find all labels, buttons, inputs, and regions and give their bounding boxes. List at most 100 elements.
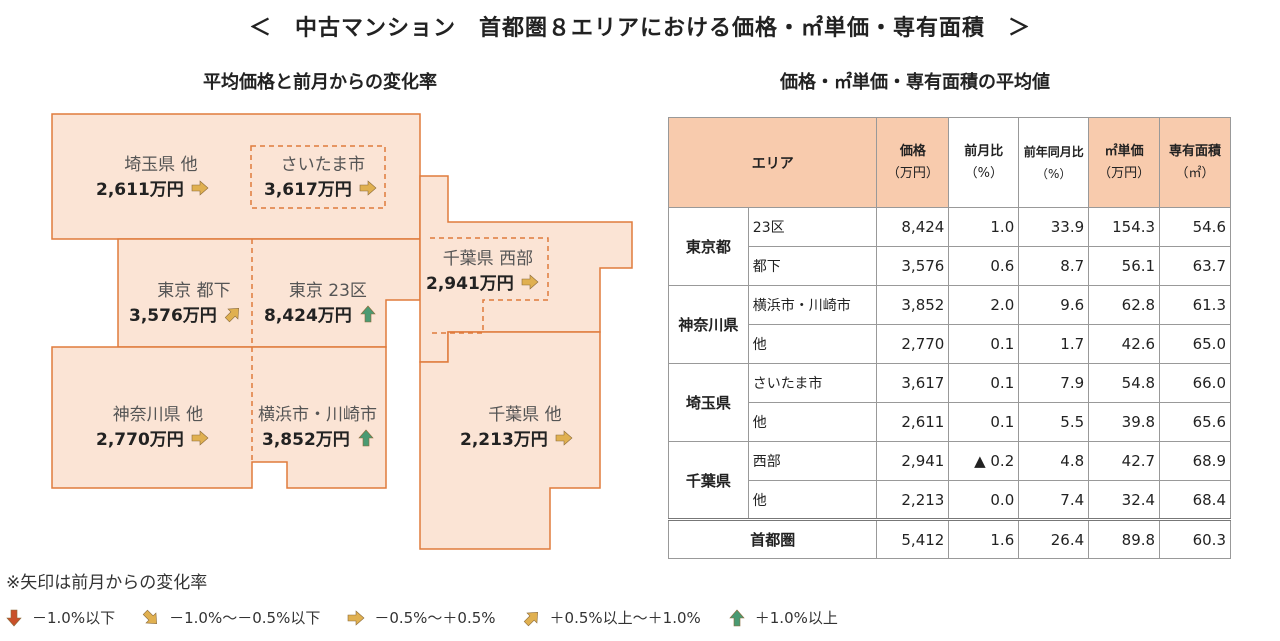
region-price: 2,611万円 bbox=[96, 180, 184, 200]
arrow-up-icon bbox=[356, 429, 376, 447]
table-mom-cell: 2.0 bbox=[948, 285, 1020, 325]
table-row: 神奈川県 横浜市・川崎市 3,852 2.0 9.6 62.8 61.3 bbox=[668, 285, 1231, 364]
region-price: 2,941万円 bbox=[426, 274, 514, 294]
arrow-flat-icon bbox=[190, 429, 210, 447]
header-area-size: 専有面積 （㎡） bbox=[1159, 117, 1231, 208]
table-unit-price-cell: 56.1 bbox=[1088, 246, 1161, 286]
table-sub-cell: 西部 bbox=[747, 441, 878, 481]
arrow-up-slight-icon bbox=[522, 609, 542, 627]
table-row: 都下 3,576 0.6 8.7 56.1 63.7 bbox=[669, 246, 1231, 286]
table-area-size-cell: 61.3 bbox=[1159, 285, 1231, 325]
table-unit-price-cell: 54.8 bbox=[1088, 363, 1161, 403]
header-unit-price: ㎡単価 （万円） bbox=[1088, 117, 1161, 208]
region-price-row: 8,424万円 bbox=[264, 301, 378, 326]
table-price-cell: 2,941 bbox=[876, 441, 950, 481]
table-unit-price-cell: 42.7 bbox=[1088, 441, 1161, 481]
region-saitama-city: さいたま市 3,617万円 bbox=[264, 150, 378, 200]
region-chiba-other bbox=[419, 331, 601, 550]
header-mom: 前月比 （%） bbox=[948, 117, 1020, 208]
table-area-size-cell: 60.3 bbox=[1159, 519, 1231, 559]
region-price-row: 2,611万円 bbox=[96, 175, 210, 200]
arrow-flat-icon bbox=[190, 179, 210, 197]
region-price-row: 2,213万円 bbox=[460, 425, 574, 450]
header-unit-price-unit: （万円） bbox=[1098, 165, 1151, 181]
table-sub-cell: 他 bbox=[747, 480, 878, 520]
table-unit-price-cell: 154.3 bbox=[1088, 207, 1161, 247]
table-price-cell: 3,852 bbox=[876, 285, 950, 325]
price-table: エリア 価格 （万円） 前月比 （%） 前年同月比 （%） ㎡単価 （万円） 専有面積 （… bbox=[667, 117, 1231, 559]
region-label: 千葉県 他 bbox=[488, 405, 562, 425]
table-area-size-cell: 68.4 bbox=[1159, 480, 1231, 520]
table-row: 東京都 23区 8,424 1.0 33.9 154.3 54.6 bbox=[668, 207, 1231, 286]
table-pref-cell: 東京都 bbox=[668, 207, 749, 286]
table-total-row: 首都圏 5,412 1.6 26.4 89.8 60.3 bbox=[667, 519, 1231, 559]
table-sub-cell: さいたま市 bbox=[747, 363, 878, 403]
legend-label: －1.0%～－0.5%以下 bbox=[169, 609, 321, 627]
header-area-size-unit: （㎡） bbox=[1175, 165, 1215, 181]
legend-item: －0.5%～＋0.5% bbox=[346, 607, 496, 628]
header-yoy: 前年同月比 （%） bbox=[1018, 117, 1090, 208]
table-pref-cell: 神奈川県 bbox=[668, 285, 749, 364]
table-area-size-cell: 65.6 bbox=[1159, 402, 1231, 442]
arrow-up-icon bbox=[727, 609, 747, 627]
region-saitama-other: 埼玉県 他 2,611万円 bbox=[96, 150, 210, 200]
table-sub-cell: 都下 bbox=[747, 246, 878, 286]
table-mom-cell: 0.1 bbox=[948, 324, 1020, 364]
legend-label: －1.0%以下 bbox=[32, 609, 116, 627]
region-label: 東京 23区 bbox=[288, 281, 367, 301]
table-yoy-cell: 9.6 bbox=[1018, 285, 1090, 325]
header-yoy-unit: （%） bbox=[1035, 166, 1072, 181]
table-area-size-cell: 66.0 bbox=[1159, 363, 1231, 403]
header-price: 価格 （万円） bbox=[876, 117, 950, 208]
table-price-cell: 5,412 bbox=[876, 519, 950, 559]
header-price-unit: （万円） bbox=[886, 165, 939, 181]
header-unit-price-label: ㎡単価 bbox=[1104, 143, 1144, 159]
region-tokyo-suburb: 東京 都下 3,576万円 bbox=[129, 276, 243, 326]
table-price-cell: 2,213 bbox=[876, 480, 950, 520]
header-area: エリア bbox=[667, 117, 878, 208]
region-label: さいたま市 bbox=[280, 155, 366, 175]
region-chiba-other: 千葉県 他 2,213万円 bbox=[460, 400, 574, 450]
region-label: 横浜市・川崎市 bbox=[258, 405, 377, 425]
table-row: 他 2,770 0.1 1.7 42.6 65.0 bbox=[669, 324, 1231, 364]
table-sub-cell: 他 bbox=[747, 324, 878, 364]
table-total-label: 首都圏 bbox=[667, 519, 878, 559]
table-mom-cell: ▲ 0.2 bbox=[948, 441, 1020, 481]
table-area-size-cell: 68.9 bbox=[1159, 441, 1231, 481]
region-price: 8,424万円 bbox=[264, 306, 352, 326]
table-pref-cell: 千葉県 bbox=[668, 441, 749, 520]
table-price-cell: 8,424 bbox=[876, 207, 950, 247]
table-yoy-cell: 7.4 bbox=[1018, 480, 1090, 520]
table-unit-price-cell: 89.8 bbox=[1088, 519, 1161, 559]
header-price-label: 価格 bbox=[899, 143, 926, 159]
region-price-row: 2,770万円 bbox=[96, 425, 210, 450]
table-yoy-cell: 1.7 bbox=[1018, 324, 1090, 364]
arrow-up-icon bbox=[358, 305, 378, 323]
table-price-cell: 2,611 bbox=[876, 402, 950, 442]
map-subtitle: 平均価格と前月からの変化率 bbox=[203, 72, 437, 93]
table-row: 他 2,611 0.1 5.5 39.8 65.6 bbox=[669, 402, 1231, 442]
table-area-size-cell: 65.0 bbox=[1159, 324, 1231, 364]
table-yoy-cell: 8.7 bbox=[1018, 246, 1090, 286]
region-price: 3,576万円 bbox=[129, 306, 217, 326]
region-price: 3,617万円 bbox=[264, 180, 352, 200]
legend-item: －1.0%以下 bbox=[4, 607, 115, 628]
legend-label: ＋0.5%以上～＋1.0% bbox=[549, 609, 701, 627]
region-label: 神奈川県 他 bbox=[112, 405, 204, 425]
table-pref-cell: 埼玉県 bbox=[668, 363, 749, 442]
header-mom-label: 前月比 bbox=[964, 143, 1004, 159]
legend-item: ＋1.0%以上 bbox=[727, 607, 838, 628]
region-price-row: 3,576万円 bbox=[129, 301, 243, 326]
table-mom-cell: 1.6 bbox=[948, 519, 1020, 559]
legend-label: －0.5%～＋0.5% bbox=[374, 609, 496, 627]
table-price-cell: 2,770 bbox=[876, 324, 950, 364]
table-yoy-cell: 7.9 bbox=[1018, 363, 1090, 403]
header-area-size-label: 専有面積 bbox=[1169, 143, 1222, 159]
table-row: 他 2,213 0.0 7.4 32.4 68.4 bbox=[669, 480, 1231, 520]
arrow-flat-icon bbox=[346, 609, 366, 627]
table-subtitle: 価格・㎡単価・専有面積の平均値 bbox=[780, 72, 1050, 93]
arrow-flat-icon bbox=[520, 273, 540, 291]
table-body: 東京都 23区 8,424 1.0 33.9 154.3 54.6 都下 3,576 0.6 8.7… bbox=[667, 207, 1231, 559]
table-mom-cell: 0.1 bbox=[948, 363, 1020, 403]
arrow-note: ※矢印は前月からの変化率 bbox=[6, 573, 208, 593]
